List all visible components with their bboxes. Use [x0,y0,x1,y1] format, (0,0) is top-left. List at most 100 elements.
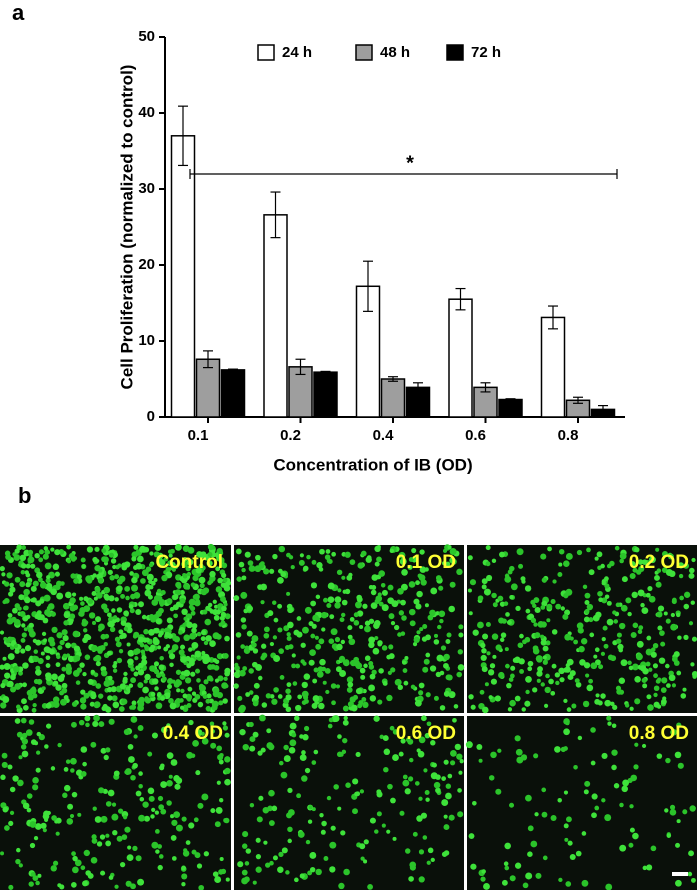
cell [14,548,20,554]
cell [281,847,288,854]
cell [197,731,202,737]
cell [141,569,149,577]
cell [509,802,515,808]
cell [90,856,98,864]
cell [224,635,230,642]
cell [218,797,224,803]
cell [448,605,455,613]
cell [509,699,516,707]
cell [190,610,196,616]
cell [197,551,205,559]
cell [659,630,665,636]
cell [533,622,538,627]
cell [359,624,364,630]
cell [17,779,24,787]
cell [340,639,346,645]
cell [679,595,684,601]
cell [689,567,695,574]
cell [236,655,241,660]
cell [239,728,246,736]
cell [563,823,569,829]
cell [173,635,181,643]
cell [56,654,61,660]
cell [188,822,195,829]
cell [303,673,311,680]
cell [184,677,192,684]
cell [480,654,487,661]
cell [316,670,324,678]
cell [201,793,209,801]
cell [514,695,521,702]
cell [631,591,638,599]
cell [251,635,259,643]
cell [286,552,291,558]
cell [144,645,150,652]
cell [63,694,69,700]
cell [88,612,96,619]
cell [51,626,58,633]
cell [387,783,393,790]
cell [578,645,585,653]
cell [291,663,297,669]
cell [397,632,402,637]
cell [594,647,600,653]
cell [566,816,572,823]
cell [364,655,371,662]
cell [402,774,408,780]
cell [212,658,218,663]
cell [182,573,188,579]
cell [527,666,533,672]
cell [131,576,138,584]
cell [55,662,61,668]
cell [637,629,643,635]
cell [211,704,218,711]
cell [128,756,135,763]
cell [280,771,288,779]
cell [324,667,331,674]
cell [29,842,36,849]
panel-label: a [12,0,25,25]
cell [261,643,267,649]
cell [353,612,359,618]
cell [238,561,245,568]
cell [66,818,74,825]
cell [38,549,44,555]
cell [255,837,261,843]
cell [363,859,368,864]
cell [286,636,292,641]
cell [407,738,414,745]
cell [44,817,49,822]
cell [56,592,64,600]
cell [619,558,624,564]
cell [519,633,524,639]
cell [422,623,428,629]
cell [73,654,81,662]
cell [85,575,93,583]
cell [13,665,20,673]
cell [45,723,52,729]
cell [194,650,202,658]
cell [186,558,194,566]
cell [326,602,332,609]
cell [183,616,188,621]
cell [278,851,284,858]
legend-label: 72 h [471,44,501,61]
cell [98,577,104,584]
cell [72,855,78,862]
cell [653,673,658,679]
cell [95,683,102,689]
cell [569,670,576,677]
cell [52,860,59,866]
cell [604,583,610,589]
cell [215,609,221,615]
cell [44,609,51,616]
cell [22,682,28,688]
cell [139,545,147,553]
cell [161,574,168,582]
cell [319,658,326,666]
cell [98,693,104,699]
cell [443,759,449,765]
cell [301,775,308,782]
cell [374,561,380,567]
cell [285,870,290,875]
